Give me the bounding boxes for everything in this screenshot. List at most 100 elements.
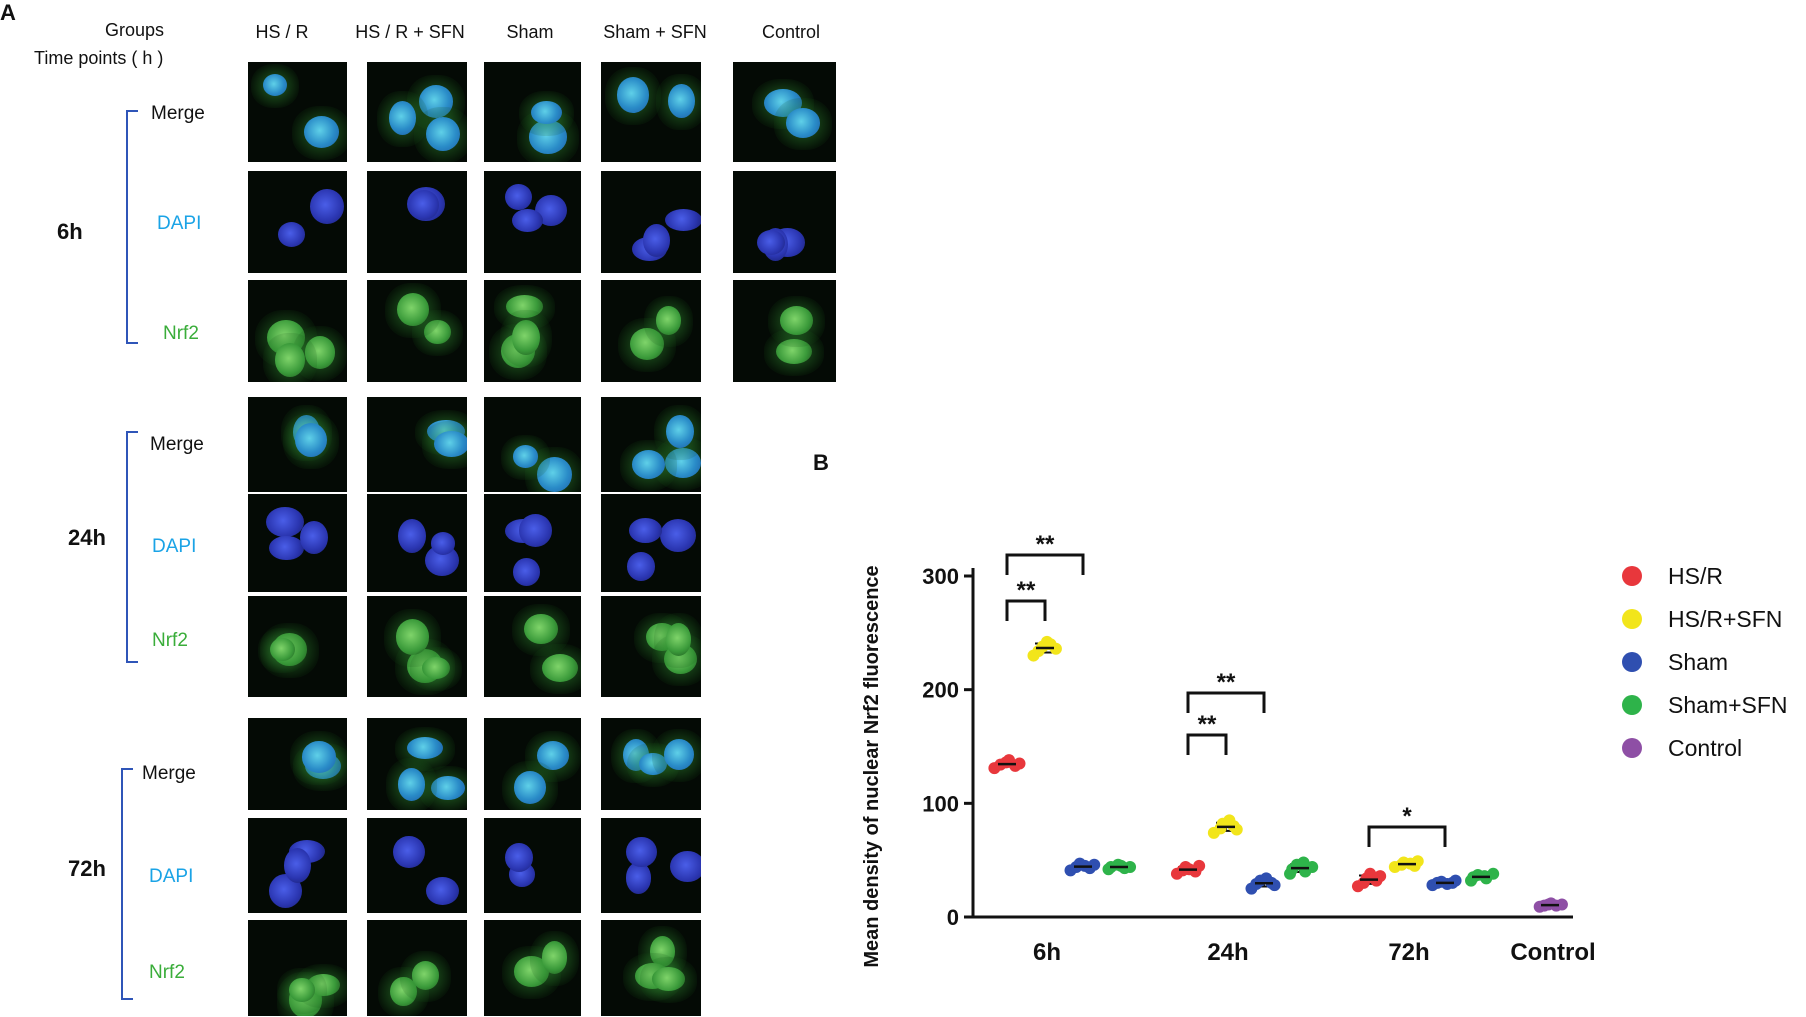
channel-label-merge: Merge: [150, 434, 204, 455]
dapi-micrograph: [601, 818, 701, 913]
legend-label: Control: [1668, 735, 1742, 761]
dapi-micrograph: [248, 171, 347, 273]
timepoint-24h-bracket: [126, 431, 138, 663]
dapi-micrograph: [733, 171, 836, 273]
legend-marker: [1622, 609, 1642, 629]
data-point: [1049, 642, 1062, 655]
data-point: [1230, 823, 1243, 836]
timepoint-24h-label: 24h: [68, 525, 106, 550]
channel-label-dapi: DAPI: [149, 866, 194, 887]
channel-label-nrf2: Nrf2: [149, 962, 185, 983]
significance-bracket: [1186, 733, 1228, 755]
channel-label-nrf2: Nrf2: [163, 323, 199, 344]
y-tick-label: 300: [922, 564, 959, 589]
data-point: [1555, 898, 1568, 911]
significance-label: *: [1402, 803, 1412, 830]
y-tick-label: 100: [922, 791, 959, 816]
dapi-micrograph: [484, 494, 581, 592]
significance-label: **: [1217, 669, 1236, 696]
column-header-sham-sfn: Sham + SFN: [603, 22, 707, 42]
nrf2-micrograph: [484, 596, 581, 697]
merge-micrograph: [248, 62, 347, 162]
nrf2-micrograph: [367, 596, 467, 697]
legend-marker: [1622, 695, 1642, 715]
dapi-micrograph: [367, 818, 467, 913]
data-point: [1411, 855, 1424, 868]
significance-bracket: [1005, 553, 1085, 575]
x-tick-label: 72h: [1388, 939, 1429, 966]
dapi-micrograph: [484, 171, 581, 273]
column-header-control: Control: [761, 22, 821, 42]
channel-label-dapi: DAPI: [152, 536, 197, 557]
merge-micrograph: [367, 718, 467, 810]
significance-label: **: [1036, 531, 1055, 558]
column-header-hsr: HS / R: [255, 22, 309, 42]
legend-label: HS/R+SFN: [1668, 606, 1782, 632]
significance-bracket: [1367, 825, 1447, 847]
legend-marker: [1622, 566, 1642, 586]
merge-micrograph: [248, 397, 347, 492]
channel-label-merge: Merge: [151, 103, 205, 124]
significance-label: **: [1017, 577, 1036, 604]
channel-label-nrf2: Nrf2: [152, 630, 188, 651]
merge-micrograph: [367, 62, 467, 162]
legend-marker: [1622, 738, 1642, 758]
dapi-micrograph: [248, 494, 347, 592]
x-tick-label: Control: [1510, 939, 1595, 966]
significance-label: **: [1198, 711, 1217, 738]
dapi-micrograph: [367, 171, 467, 273]
x-tick-label: 24h: [1207, 939, 1248, 966]
dapi-micrograph: [601, 494, 701, 592]
nrf2-micrograph: [248, 280, 347, 382]
significance-brackets: *********: [1005, 531, 1447, 847]
nrf2-micrograph: [248, 596, 347, 697]
channel-label-merge: Merge: [142, 763, 196, 784]
merge-micrograph: [484, 718, 581, 810]
dapi-micrograph: [484, 818, 581, 913]
nrf2-scatter-chart: 0 100 200 300 Mean density of nuclear Nrf2 f…: [861, 531, 1788, 968]
merge-micrograph: [733, 62, 836, 162]
data-point: [1088, 858, 1101, 871]
dapi-micrograph: [601, 171, 701, 273]
data-points: [988, 635, 1568, 913]
legend-label: Sham+SFN: [1668, 692, 1788, 718]
legend-marker: [1622, 652, 1642, 672]
channel-label-dapi: DAPI: [157, 213, 202, 234]
merge-micrograph: [484, 397, 581, 492]
column-header-sham: Sham: [506, 22, 554, 42]
legend-label: Sham: [1668, 649, 1728, 675]
legend-label: HS/R: [1668, 563, 1723, 589]
nrf2-micrograph: [248, 920, 347, 1016]
chart-legend: HS/R HS/R+SFN Sham Sham+SFN Control: [1622, 563, 1788, 761]
data-point: [1013, 757, 1026, 770]
nrf2-micrograph: [601, 920, 701, 1016]
data-point: [1268, 879, 1281, 892]
dapi-micrograph: [367, 494, 467, 592]
groups-label: Groups: [105, 20, 165, 40]
timepoint-72h-label: 72h: [68, 856, 106, 881]
nrf2-micrograph: [601, 280, 701, 382]
significance-bracket: [1186, 691, 1266, 713]
timepoint-72h-bracket: [121, 768, 133, 1000]
nrf2-micrograph: [367, 280, 467, 382]
nrf2-micrograph: [601, 596, 701, 697]
nrf2-micrograph: [484, 280, 581, 382]
merge-micrograph: [367, 397, 467, 492]
significance-bracket: [1005, 599, 1047, 621]
panel-b-letter: B: [813, 450, 829, 475]
timepoints-label: Time points ( h ): [34, 48, 164, 68]
data-point: [1487, 867, 1500, 880]
data-point: [1449, 874, 1462, 887]
data-point: [1306, 860, 1319, 873]
panel-a-letter: A: [0, 0, 16, 25]
nrf2-micrograph: [733, 280, 836, 382]
x-tick-label: 6h: [1033, 939, 1061, 966]
y-tick-label: 0: [947, 905, 959, 930]
y-tick-label: 200: [922, 678, 959, 703]
timepoint-6h-bracket: [126, 110, 138, 344]
nrf2-micrograph: [367, 920, 467, 1016]
y-axis-label: Mean density of nuclear Nrf2 fluorescenc…: [861, 565, 883, 967]
data-point: [1124, 860, 1137, 873]
merge-micrograph: [248, 718, 347, 810]
merge-micrograph: [601, 397, 701, 492]
